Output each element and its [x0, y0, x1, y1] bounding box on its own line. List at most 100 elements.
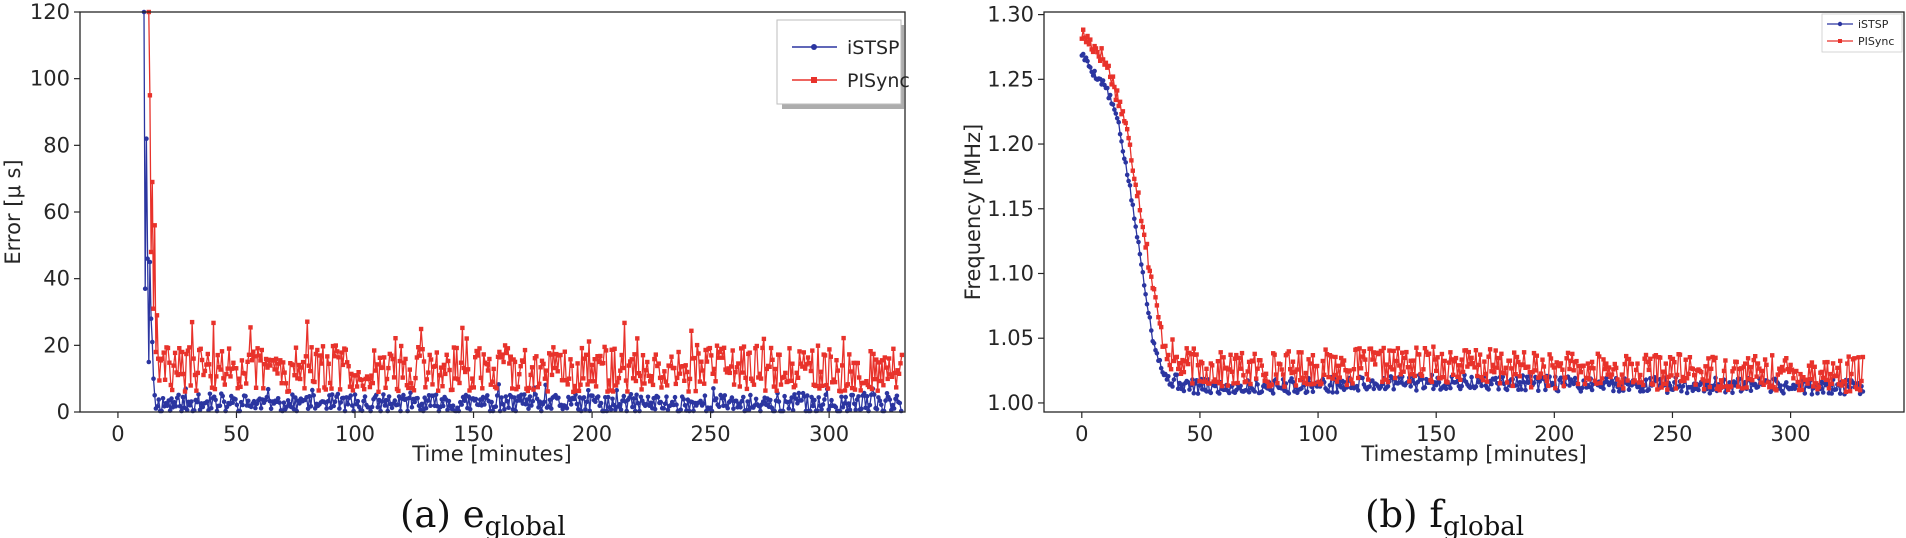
chart-a-pisync-point [202, 368, 208, 374]
chart-a-istsp-point [331, 403, 337, 409]
chart-b-pisync-point [1432, 357, 1437, 362]
chart-a-pisync-point [731, 382, 737, 387]
chart-a-pisync-point [615, 380, 620, 385]
chart-a-istsp-point [782, 393, 787, 399]
chart-b-pisync-point [1597, 354, 1602, 359]
chart-a-pisync-point [653, 352, 658, 357]
chart-b-istsp-point [1085, 58, 1090, 64]
chart-a-x-tick-label: 0 [111, 422, 124, 446]
chart-b-istsp-point [1519, 387, 1524, 392]
chart-a-pisync-point [458, 360, 464, 365]
chart-b-pisync-point [1456, 363, 1462, 368]
chart-a-pisync-point [522, 347, 528, 353]
chart-a-pisync-point [345, 360, 350, 365]
chart-b-pisync-point [1487, 347, 1493, 352]
chart-b-pisync-point [1408, 358, 1413, 363]
chart-b-pisync-point [1502, 371, 1507, 376]
chart-a-istsp-point [810, 403, 816, 409]
chart-a-istsp-point [459, 402, 465, 407]
chart-a-pisync-point [757, 371, 762, 376]
chart-a-pisync-point [306, 363, 311, 368]
chart-b-istsp-point [1092, 68, 1097, 74]
chart-a-pisync-point [147, 93, 153, 98]
chart-b-pisync-point [1441, 375, 1446, 380]
chart-b-istsp-point [1646, 387, 1652, 392]
chart-b-pisync-point [1119, 112, 1124, 117]
chart-b-pisync-point [1221, 355, 1226, 360]
chart-b-pisync-point [1275, 380, 1280, 386]
chart-b-legend: iSTSP PISync [1821, 13, 1903, 53]
chart-a-pisync-point [226, 346, 232, 351]
chart-b-caption-prefix: (b) f [1365, 493, 1445, 536]
chart-b-pisync-point [1709, 366, 1714, 371]
chart-a-pisync-point [401, 360, 407, 365]
chart-a-pisync-point [568, 357, 573, 362]
chart-a-pisync-point [709, 353, 714, 358]
chart-a-pisync-point [286, 389, 292, 394]
chart-b-pisync-point [1468, 361, 1473, 367]
chart-a-pisync-point [157, 378, 162, 383]
chart-b-pisync-point [1133, 182, 1138, 187]
chart-a-pisync-point [781, 374, 787, 380]
chart-a-pisync-point [386, 365, 391, 371]
chart-a-istsp-point [549, 406, 554, 411]
chart-a-pisync-point [830, 380, 835, 385]
chart-b-pisync-point [1194, 352, 1199, 357]
chart-b-pisync-point [1794, 368, 1799, 374]
chart-a-istsp-point [829, 397, 834, 403]
chart-a-pisync-point [717, 349, 722, 355]
chart-b-pisync-point [1860, 354, 1866, 360]
chart-b-istsp-point [1643, 377, 1649, 383]
chart-b-pisync-point [1402, 355, 1408, 361]
chart-a-pisync-point [716, 355, 721, 360]
chart-b-istsp-point [1707, 391, 1713, 396]
chart-b-pisync-point [1197, 379, 1202, 384]
chart-a-pisync-point [501, 359, 506, 365]
chart-a-pisync-point [616, 375, 622, 381]
chart-b-istsp-point [1130, 202, 1136, 207]
chart-a-istsp-point [258, 406, 264, 411]
chart-b-pisync-point [1463, 348, 1469, 353]
chart-a-pisync-point [889, 374, 895, 379]
chart-b-istsp-point [1473, 384, 1479, 389]
chart-a-pisync-point [182, 389, 188, 394]
chart-b-pisync-point [1537, 374, 1542, 379]
chart-b-pisync-point [1480, 378, 1486, 383]
chart-a-istsp-point [655, 394, 661, 400]
chart-b-pisync-point [1451, 372, 1456, 377]
chart-a-pisync-point [263, 356, 269, 362]
chart-a-pisync-point [650, 382, 656, 388]
chart-a-istsp-point [714, 396, 719, 401]
chart-a-caption: (a) eglobal [400, 493, 566, 538]
chart-b-istsp-point [1146, 310, 1151, 316]
chart-a-pisync-point [418, 326, 424, 332]
chart-b-pisync-point [1716, 384, 1721, 389]
chart-a-pisync-point [373, 368, 378, 373]
chart-b-istsp-point [1080, 51, 1086, 57]
chart-a-pisync-point [703, 347, 708, 353]
chart-a-pisync-point [154, 313, 160, 318]
chart-a-pisync-point [768, 345, 774, 351]
chart-a-istsp-point [264, 394, 270, 400]
chart-b-caption-sub: global [1443, 512, 1524, 538]
chart-b-legend-istsp-marker [1837, 21, 1843, 27]
chart-a-istsp-point [847, 407, 853, 413]
chart-b-pisync-point [1836, 382, 1841, 387]
chart-b-istsp-point [1124, 172, 1130, 178]
chart-a-istsp-point [265, 386, 271, 392]
chart-b-istsp-point [1149, 328, 1154, 333]
chart-b-pisync-point [1754, 374, 1759, 379]
chart-a-istsp-point [805, 393, 810, 398]
chart-a-pisync-point [795, 375, 801, 380]
chart-b-pisync-point [1157, 321, 1162, 326]
chart-a-pisync-point [736, 361, 741, 366]
chart-a-pisync-point [684, 369, 690, 375]
chart-b-pisync-point [1337, 375, 1342, 380]
chart-b-pisync-point [1130, 168, 1135, 173]
chart-a-pisync-point [510, 386, 515, 391]
chart-b-pisync-point [1646, 367, 1651, 373]
chart-b-pisync-point [1380, 379, 1385, 384]
chart-a-istsp-point [598, 400, 604, 406]
chart-a-pisync-point [682, 378, 687, 383]
chart-b-istsp-point [1158, 365, 1164, 371]
